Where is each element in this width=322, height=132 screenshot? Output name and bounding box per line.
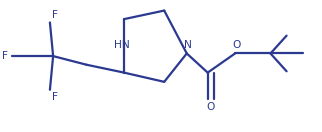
Text: O: O	[232, 40, 241, 50]
Text: HN: HN	[115, 40, 130, 50]
Text: F: F	[2, 51, 8, 61]
Text: F: F	[52, 10, 58, 20]
Text: O: O	[207, 102, 215, 112]
Text: F: F	[52, 92, 58, 102]
Text: N: N	[185, 40, 192, 50]
